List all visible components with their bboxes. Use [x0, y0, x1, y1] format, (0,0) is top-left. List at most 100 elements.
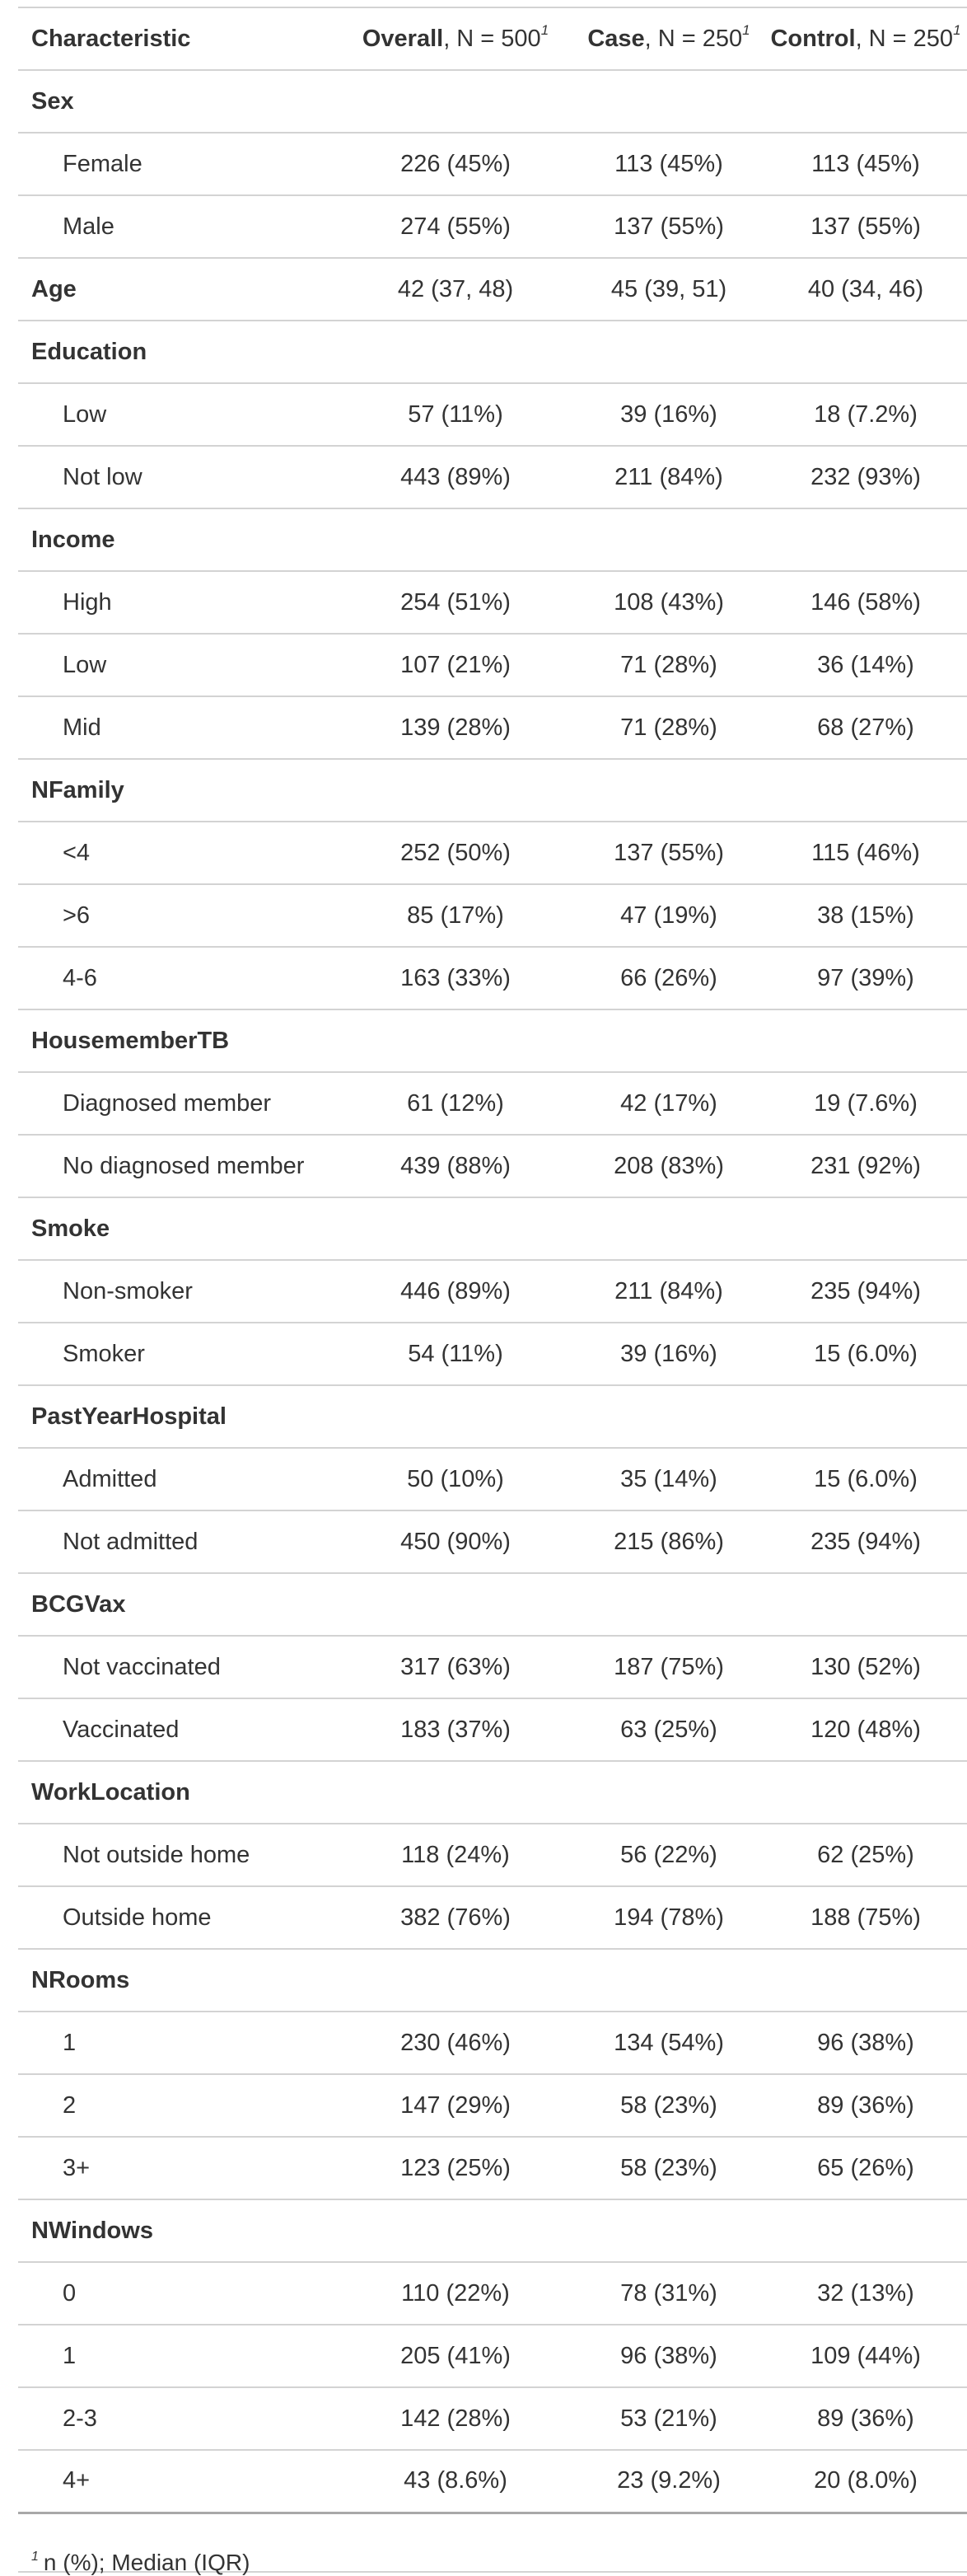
- overall-cell: 163 (33%): [336, 947, 575, 1010]
- control-cell: 38 (15%): [763, 884, 967, 948]
- level-row: 4+ 43 (8.6%) 23 (9.2%) 20 (8.0%): [18, 2450, 967, 2514]
- case-cell: 208 (83%): [575, 1135, 763, 1198]
- level-row: Diagnosed member 61 (12%) 42 (17%) 19 (7.6%…: [18, 1072, 967, 1136]
- overall-cell: 183 (37%): [336, 1698, 575, 1762]
- level-row: Not low 443 (89%) 211 (84%) 232 (93%): [18, 446, 967, 509]
- level-label: 4-6: [18, 947, 336, 1010]
- overall-cell: [336, 70, 575, 133]
- variable-label: PastYearHospital: [18, 1385, 336, 1449]
- variable-label: HousememberTB: [18, 1009, 336, 1073]
- variable-row: NFamily: [18, 759, 967, 822]
- level-row: Outside home 382 (76%) 194 (78%) 188 (75%): [18, 1886, 967, 1950]
- header-control: Control, N = 2501: [763, 7, 967, 71]
- control-cell: 235 (94%): [763, 1260, 967, 1323]
- level-label: Low: [18, 383, 336, 447]
- level-row: Smoker 54 (11%) 39 (16%) 15 (6.0%): [18, 1323, 967, 1386]
- level-row: 4-6 163 (33%) 66 (26%) 97 (39%): [18, 947, 967, 1010]
- level-label: 3+: [18, 2137, 336, 2200]
- case-cell: 194 (78%): [575, 1886, 763, 1950]
- level-label: Low: [18, 634, 336, 697]
- level-row: 2 147 (29%) 58 (23%) 89 (36%): [18, 2074, 967, 2138]
- control-cell: [763, 1949, 967, 2012]
- variable-label: BCGVax: [18, 1573, 336, 1637]
- case-cell: 215 (86%): [575, 1510, 763, 1574]
- variable-row: Income: [18, 508, 967, 572]
- case-cell: [575, 1573, 763, 1637]
- level-row: Male 274 (55%) 137 (55%) 137 (55%): [18, 195, 967, 259]
- overall-cell: 123 (25%): [336, 2137, 575, 2200]
- case-cell: 96 (38%): [575, 2325, 763, 2388]
- variable-row: BCGVax: [18, 1573, 967, 1637]
- case-cell: 71 (28%): [575, 634, 763, 697]
- case-cell: 39 (16%): [575, 383, 763, 447]
- overall-cell: 252 (50%): [336, 822, 575, 885]
- control-cell: [763, 1197, 967, 1261]
- overall-cell: 450 (90%): [336, 1510, 575, 1574]
- variable-label: NFamily: [18, 759, 336, 822]
- overall-cell: [336, 321, 575, 384]
- control-cell: 115 (46%): [763, 822, 967, 885]
- summary-table: Characteristic Overall, N = 5001 Case, N…: [18, 7, 967, 2514]
- level-label: <4: [18, 822, 336, 885]
- level-row: Vaccinated 183 (37%) 63 (25%) 120 (48%): [18, 1698, 967, 1762]
- level-row: High 254 (51%) 108 (43%) 146 (58%): [18, 571, 967, 635]
- level-row: Not admitted 450 (90%) 215 (86%) 235 (94%): [18, 1510, 967, 1574]
- case-cell: 58 (23%): [575, 2137, 763, 2200]
- case-cell: 211 (84%): [575, 446, 763, 509]
- control-cell: 20 (8.0%): [763, 2450, 967, 2514]
- control-cell: 65 (26%): [763, 2137, 967, 2200]
- overall-cell: 147 (29%): [336, 2074, 575, 2138]
- overall-cell: [336, 1761, 575, 1824]
- case-cell: [575, 1949, 763, 2012]
- variable-row: PastYearHospital: [18, 1385, 967, 1449]
- control-cell: [763, 1573, 967, 1637]
- case-cell: 137 (55%): [575, 822, 763, 885]
- footnote-mark: 1: [31, 2550, 39, 2564]
- case-cell: 39 (16%): [575, 1323, 763, 1386]
- level-row: <4 252 (50%) 137 (55%) 115 (46%): [18, 822, 967, 885]
- overall-cell: 205 (41%): [336, 2325, 575, 2388]
- overall-cell: 50 (10%): [336, 1448, 575, 1511]
- control-cell: [763, 2199, 967, 2263]
- level-label: Not outside home: [18, 1824, 336, 1887]
- control-cell: 18 (7.2%): [763, 383, 967, 447]
- case-cell: 63 (25%): [575, 1698, 763, 1762]
- case-cell: [575, 759, 763, 822]
- level-row: Non-smoker 446 (89%) 211 (84%) 235 (94%): [18, 1260, 967, 1323]
- control-cell: 113 (45%): [763, 133, 967, 196]
- level-label: Smoker: [18, 1323, 336, 1386]
- case-cell: 42 (17%): [575, 1072, 763, 1136]
- variable-label: Education: [18, 321, 336, 384]
- level-label: Not vaccinated: [18, 1636, 336, 1699]
- header-overall: Overall, N = 5001: [336, 7, 575, 71]
- overall-cell: 226 (45%): [336, 133, 575, 196]
- overall-cell: [336, 1573, 575, 1637]
- case-cell: 187 (75%): [575, 1636, 763, 1699]
- footnote-text: n (%); Median (IQR): [43, 2550, 250, 2575]
- variable-label: Sex: [18, 70, 336, 133]
- overall-cell: 107 (21%): [336, 634, 575, 697]
- overall-cell: 110 (22%): [336, 2262, 575, 2325]
- level-label: 1: [18, 2012, 336, 2075]
- case-cell: 23 (9.2%): [575, 2450, 763, 2514]
- level-label: Female: [18, 133, 336, 196]
- level-label: 2-3: [18, 2387, 336, 2451]
- overall-cell: 230 (46%): [336, 2012, 575, 2075]
- control-cell: 89 (36%): [763, 2074, 967, 2138]
- control-cell: 89 (36%): [763, 2387, 967, 2451]
- overall-cell: 54 (11%): [336, 1323, 575, 1386]
- control-cell: 231 (92%): [763, 1135, 967, 1198]
- level-row: 1 205 (41%) 96 (38%) 109 (44%): [18, 2325, 967, 2388]
- level-label: Diagnosed member: [18, 1072, 336, 1136]
- control-cell: 68 (27%): [763, 696, 967, 760]
- variable-row: NWindows: [18, 2199, 967, 2263]
- overall-cell: 446 (89%): [336, 1260, 575, 1323]
- level-label: 0: [18, 2262, 336, 2325]
- table-body: Sex Female 226 (45%) 113 (45%) 113 (45%) Male…: [18, 70, 967, 2514]
- case-cell: [575, 321, 763, 384]
- table-header: Characteristic Overall, N = 5001 Case, N…: [18, 7, 967, 71]
- case-cell: 113 (45%): [575, 133, 763, 196]
- control-cell: 97 (39%): [763, 947, 967, 1010]
- variable-label: Smoke: [18, 1197, 336, 1261]
